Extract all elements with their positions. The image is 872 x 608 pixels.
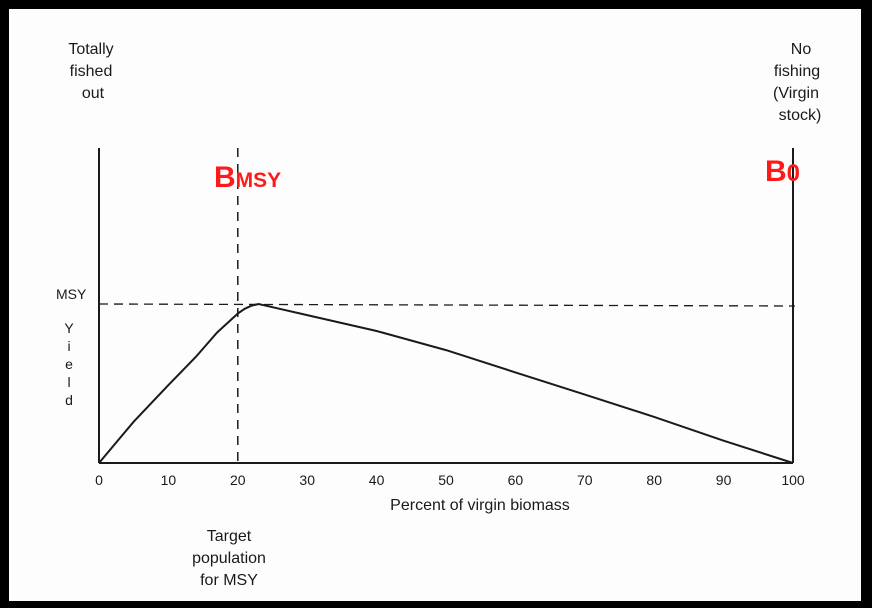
no-fishing-label: No fishing (Virgin stock) bbox=[773, 41, 821, 124]
y-axis-label-letter: l bbox=[67, 374, 70, 390]
svg-text:Totally: Totally bbox=[68, 41, 113, 58]
x-axis-label: Percent of virgin biomass bbox=[390, 497, 570, 514]
bmsy-label: BMSY bbox=[214, 161, 281, 194]
svg-text:(Virgin: (Virgin bbox=[773, 85, 819, 102]
svg-text:population: population bbox=[192, 550, 266, 567]
svg-text:fished: fished bbox=[70, 63, 113, 80]
x-tick-label: 80 bbox=[646, 472, 662, 488]
svg-text:Target: Target bbox=[207, 528, 252, 545]
x-tick-label: 100 bbox=[781, 472, 805, 488]
y-axis-label-letter: i bbox=[67, 338, 70, 354]
x-tick-label: 90 bbox=[716, 472, 732, 488]
msy-reference-line bbox=[98, 303, 796, 307]
svg-text:out: out bbox=[82, 85, 105, 102]
yield-curve bbox=[98, 302, 794, 464]
x-tick-label: 30 bbox=[299, 472, 315, 488]
y-axis-label-letter: e bbox=[65, 356, 73, 372]
x-tick-label: 70 bbox=[577, 472, 593, 488]
x-tick-label: 10 bbox=[161, 472, 177, 488]
target-population-label: Target population for MSY bbox=[192, 528, 266, 589]
x-tick-label: 20 bbox=[230, 472, 246, 488]
x-tick-label: 60 bbox=[508, 472, 524, 488]
svg-text:fishing: fishing bbox=[774, 63, 820, 80]
y-axis-label-letter: Y bbox=[64, 320, 74, 336]
x-tick-label: 40 bbox=[369, 472, 385, 488]
b0-label: B0 bbox=[765, 155, 800, 188]
y-axis-label-letter: d bbox=[65, 392, 73, 408]
svg-text:for MSY: for MSY bbox=[200, 572, 258, 589]
svg-text:No: No bbox=[791, 41, 812, 58]
totally-fished-out-label: Totally fished out bbox=[68, 41, 113, 102]
x-tick-label: 0 bbox=[95, 472, 103, 488]
y-tick-msy: MSY bbox=[56, 286, 87, 302]
svg-text:stock): stock) bbox=[779, 107, 822, 124]
x-tick-label: 50 bbox=[438, 472, 454, 488]
x-tick-labels: 0 10 20 30 40 50 60 70 80 90 100 bbox=[95, 472, 805, 488]
